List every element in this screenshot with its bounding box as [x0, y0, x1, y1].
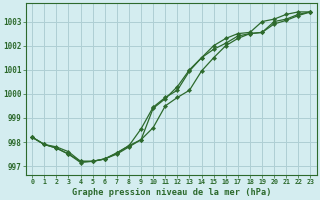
- X-axis label: Graphe pression niveau de la mer (hPa): Graphe pression niveau de la mer (hPa): [72, 188, 271, 197]
